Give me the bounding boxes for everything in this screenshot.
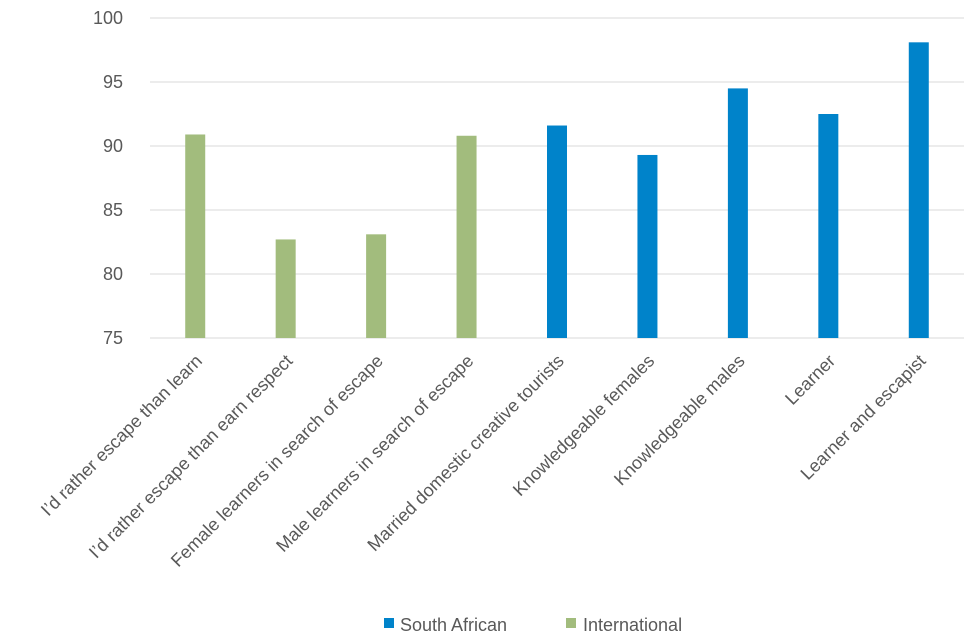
legend: South African International	[384, 615, 682, 635]
bars	[185, 42, 929, 339]
legend-swatch-international	[566, 618, 576, 628]
x-tick-label-i-d-rather-escape-than-learn: I’d rather escape than learn	[37, 351, 206, 520]
x-tick-label-male-learners-in-search-of-escape: Male learners in search of escape	[272, 351, 477, 556]
bar-i-d-rather-escape-than-earn-respect	[275, 239, 296, 338]
bar-female-learners-in-search-of-escape	[366, 234, 387, 338]
x-tick-label-i-d-rather-escape-than-earn-respect: I’d rather escape than earn respect	[85, 351, 297, 563]
x-tick-label-married-domestic-creative-tourists: Married domestic creative tourists	[363, 351, 567, 555]
bar-male-learners-in-search-of-escape	[456, 135, 477, 338]
bar-learner-and-escapist	[908, 42, 929, 338]
legend-label-international: International	[583, 615, 682, 635]
bar-learner	[818, 114, 839, 338]
y-tick-label-95: 95	[103, 72, 123, 92]
legend-label-south-african: South African	[400, 615, 507, 635]
bar-married-domestic-creative-tourists	[547, 125, 567, 339]
y-axis-ticks: 75 80 85 90 95 100	[93, 8, 123, 348]
bar-knowledgeable-females	[637, 154, 658, 338]
bar-i-d-rather-escape-than-learn	[185, 134, 206, 338]
y-tick-label-80: 80	[103, 264, 123, 284]
legend-swatch-south-african	[384, 618, 394, 628]
y-tick-label-100: 100	[93, 8, 123, 28]
y-tick-label-85: 85	[103, 200, 123, 220]
x-tick-label-learner: Learner	[781, 351, 839, 409]
bar-knowledgeable-males	[727, 88, 748, 339]
y-tick-label-75: 75	[103, 328, 123, 348]
y-tick-label-90: 90	[103, 136, 123, 156]
